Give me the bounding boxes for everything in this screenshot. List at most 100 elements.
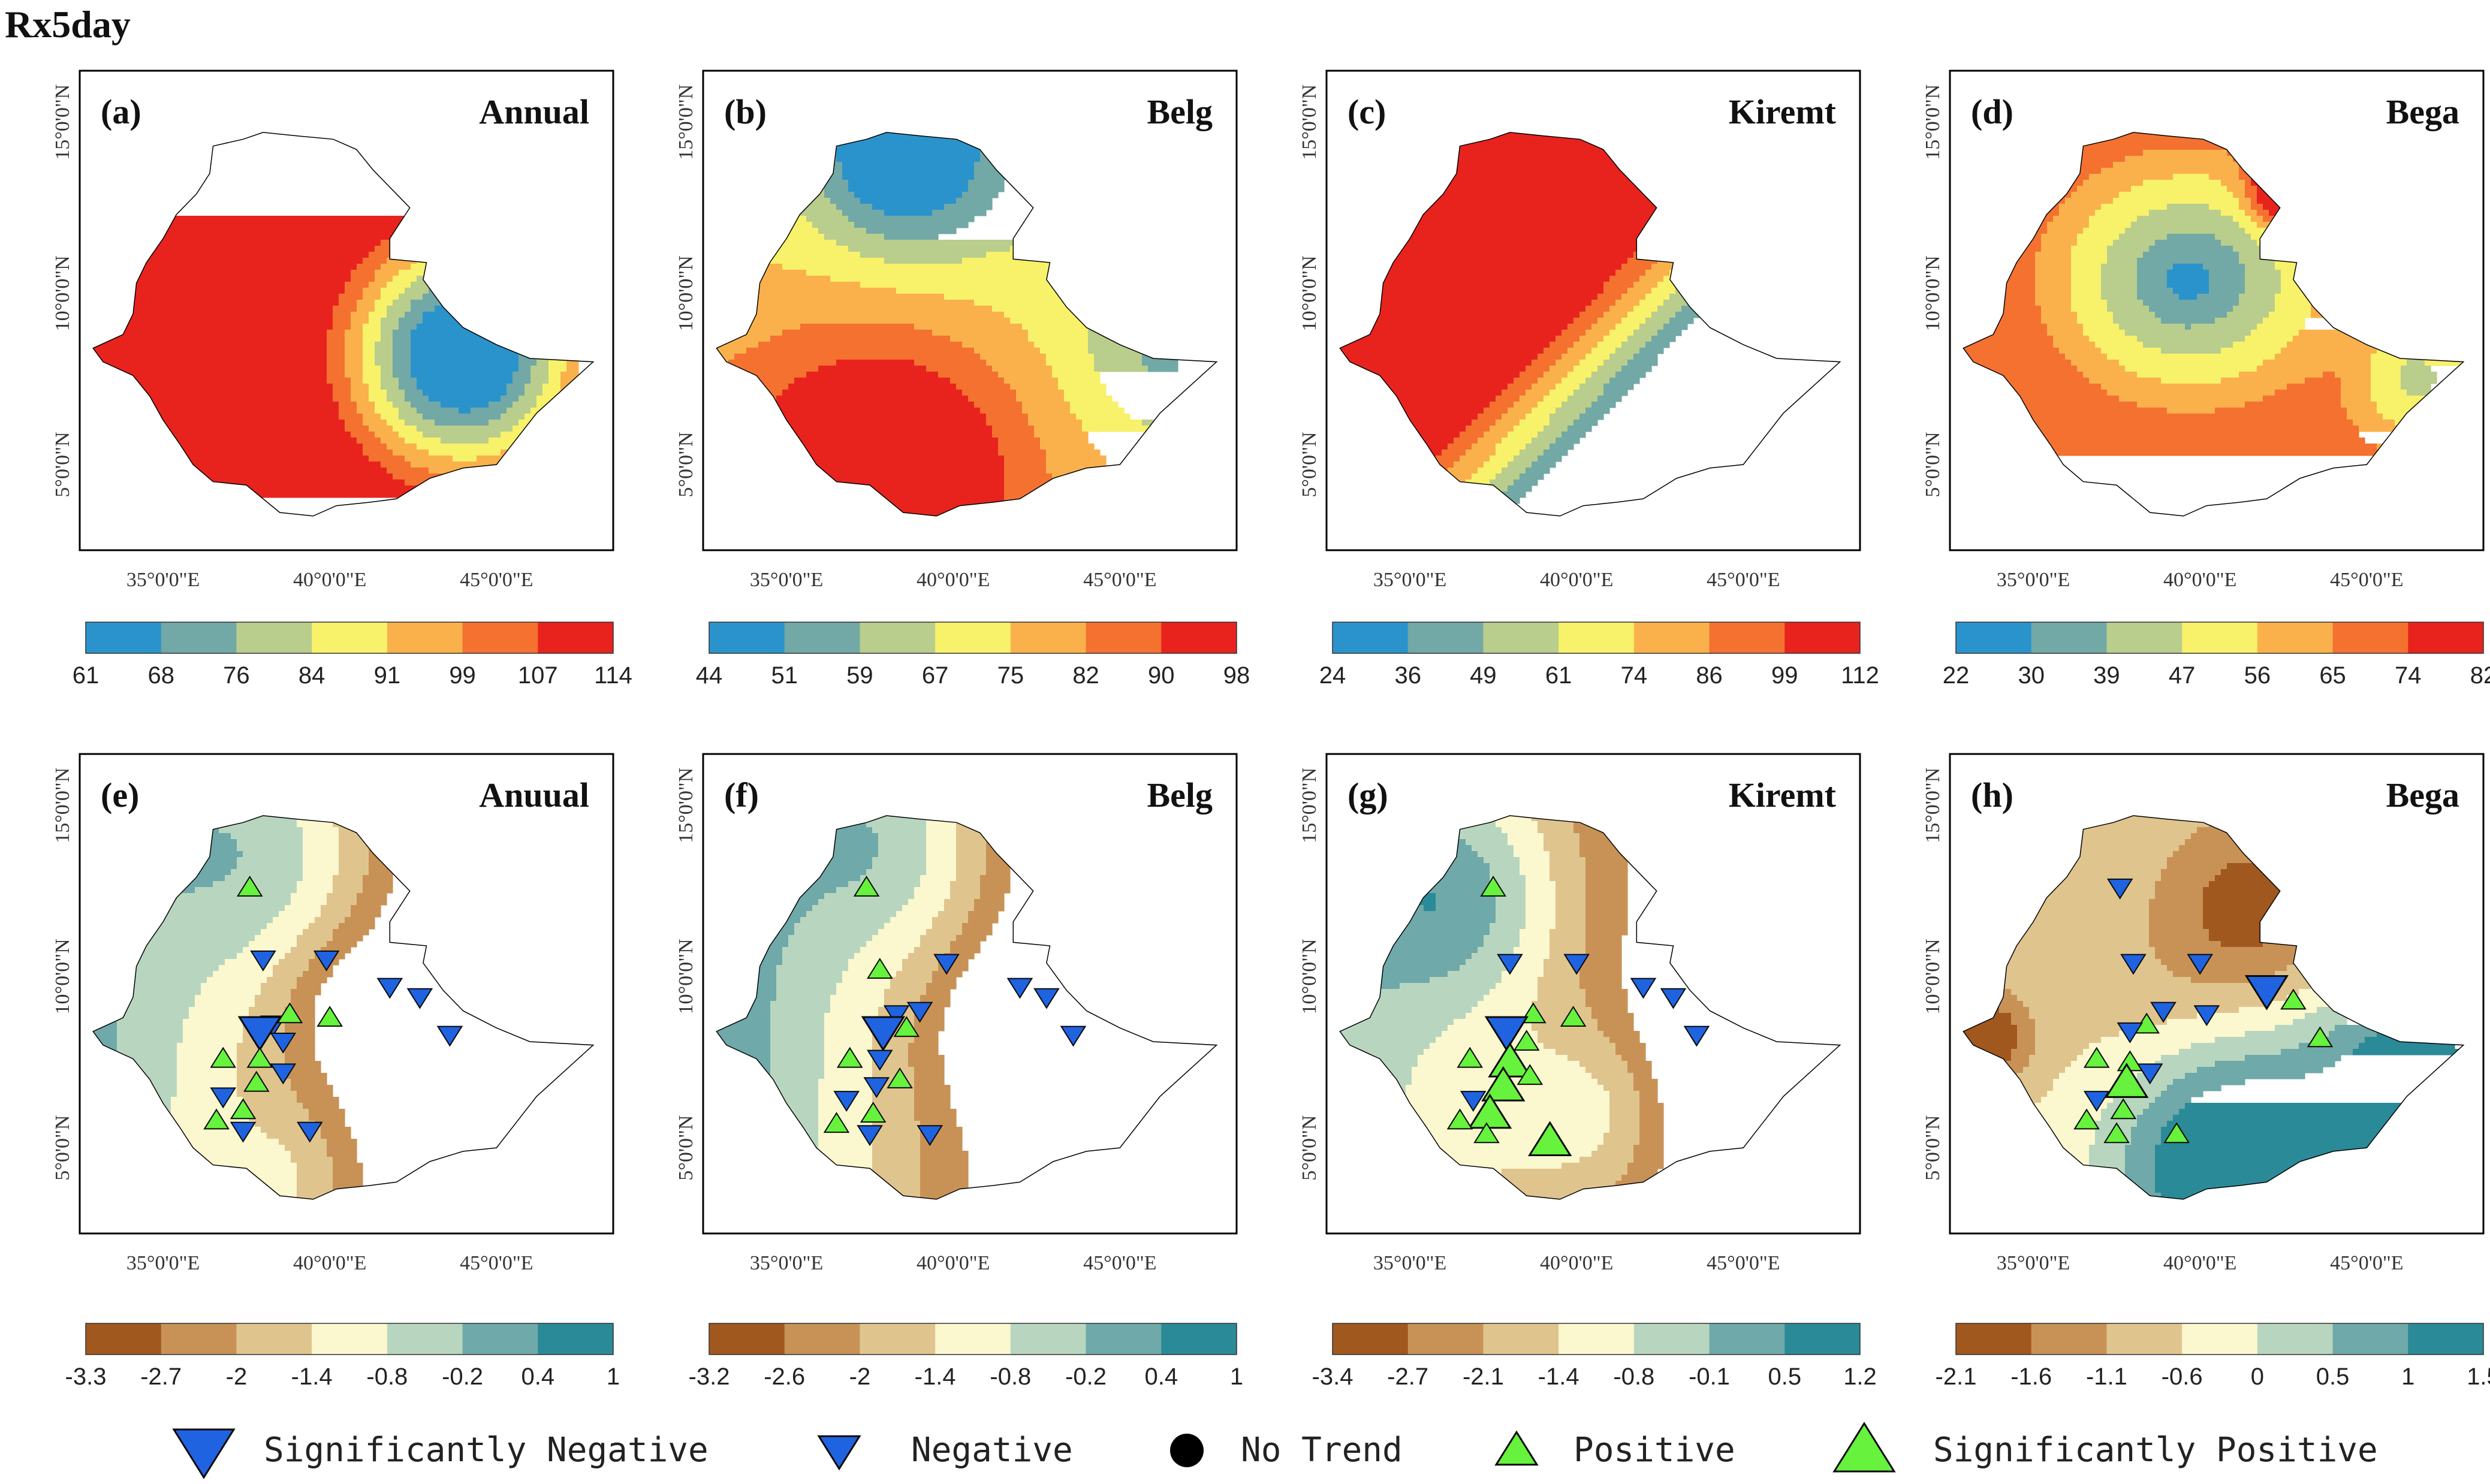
station-marker-neg xyxy=(230,1121,257,1143)
colorbar-tick-label: -0.2 xyxy=(1065,1364,1107,1390)
station-marker-neg xyxy=(2187,954,2213,975)
station-marker-pos xyxy=(1457,1046,1483,1068)
station-marker-pos xyxy=(1446,1108,1473,1130)
station-marker-sig-pos xyxy=(1527,1121,1572,1157)
colorbar-tick-label: 1.2 xyxy=(1843,1364,1877,1390)
colorbar: -3.3 -2.7 -2 -1.4 -0.8 -0.2 0.4 1 xyxy=(65,1323,620,1390)
colorbar-tick-label: 0.4 xyxy=(521,1364,554,1390)
colorbar-tick-label: 114 xyxy=(594,662,632,689)
station-marker-pos xyxy=(2163,1122,2190,1144)
panel-title: Kiremt xyxy=(1729,92,1837,131)
colorbar-swatch xyxy=(1558,622,1635,653)
colorbar-swatch xyxy=(2182,1323,2258,1355)
colorbar-tick-label: 47 xyxy=(2169,662,2196,689)
station-markers xyxy=(823,875,1087,1147)
colorbar-tick-label: 30 xyxy=(2018,662,2045,689)
country-outline xyxy=(716,815,1218,1200)
station-markers xyxy=(1446,875,1710,1157)
colorbar-tick-label: -0.6 xyxy=(2162,1364,2203,1390)
colorbar-tick-label: -2.7 xyxy=(140,1364,182,1390)
station-markers xyxy=(2073,878,2334,1144)
legend-item-none: No Trend xyxy=(1170,1431,1403,1470)
panel-title: Belg xyxy=(1147,92,1213,131)
colorbar: 61 68 76 84 91 99 107 114 xyxy=(73,622,632,689)
country-outline xyxy=(1339,132,1841,517)
station-marker-neg xyxy=(857,1125,883,1147)
colorbar-tick-label: 1 xyxy=(1230,1364,1243,1390)
colorbar-swatch xyxy=(387,1323,463,1355)
map-panel-a: (a) Annual 15°0'0"N 10°0'0"N 5°0'0"N 35°0'0"E… xyxy=(52,70,632,689)
colorbar-swatch xyxy=(1784,1323,1861,1355)
raster-field xyxy=(93,216,591,498)
lon-tick-label: 45°0'0"E xyxy=(1707,569,1780,591)
lat-tick-label: 5°0'0"N xyxy=(675,1115,697,1181)
lon-tick-label: 40°0'0"E xyxy=(917,1252,990,1274)
lon-tick-label: 40°0'0"E xyxy=(917,569,990,591)
colorbar-swatch xyxy=(538,1323,614,1355)
colorbar-tick-label: 1 xyxy=(607,1364,620,1390)
colorbar-tick-label: 61 xyxy=(73,662,100,689)
station-marker-neg xyxy=(406,988,433,1009)
station-marker-neg xyxy=(917,1125,943,1147)
station-marker-pos xyxy=(860,1102,887,1123)
colorbar: 24 36 49 61 74 86 99 112 xyxy=(1319,622,1879,689)
station-marker-neg xyxy=(313,950,340,972)
lat-tick-label: 10°0'0"N xyxy=(1922,255,1944,331)
colorbar-swatch xyxy=(538,622,614,653)
panel-label: (c) xyxy=(1348,92,1386,131)
station-marker-neg xyxy=(1060,1025,1087,1047)
station-marker-pos xyxy=(853,875,880,897)
lat-tick-label: 10°0'0"N xyxy=(675,255,697,331)
lon-tick-label: 35°0'0"E xyxy=(750,1252,823,1274)
panel-title: Bega xyxy=(2386,92,2459,131)
colorbar-tick-label: 99 xyxy=(1771,662,1798,689)
colorbar-swatch xyxy=(2332,1323,2408,1355)
colorbar-tick-label: -3.4 xyxy=(1312,1364,1353,1390)
panel-title: Kiremt xyxy=(1729,776,1837,815)
colorbar-tick-label: 112 xyxy=(1841,662,1879,689)
colorbar-tick-label: 90 xyxy=(1148,662,1175,689)
station-marker-pos xyxy=(243,1070,270,1092)
station-marker-neg xyxy=(2193,1005,2220,1027)
lon-tick-label: 35°0'0"E xyxy=(1373,1252,1446,1274)
colorbar-tick-label: -2 xyxy=(226,1364,248,1390)
colorbar: -3.2 -2.6 -2 -1.4 -0.8 -0.2 0.4 1 xyxy=(689,1323,1243,1390)
lon-tick-label: 40°0'0"E xyxy=(1540,1252,1613,1274)
colorbar-tick-label: 36 xyxy=(1394,662,1421,689)
station-marker-pos xyxy=(1513,1030,1540,1051)
colorbar-swatch xyxy=(1161,1323,1237,1355)
colorbar-tick-label: -0.8 xyxy=(1613,1364,1654,1390)
station-marker-neg xyxy=(270,1033,297,1054)
colorbar-tick-label: -1.4 xyxy=(1538,1364,1579,1390)
colorbar-tick-label: -2 xyxy=(849,1364,871,1390)
panel-title: Bega xyxy=(2386,776,2459,815)
lat-tick-label: 10°0'0"N xyxy=(1298,255,1321,331)
lat-tick-label: 15°0'0"N xyxy=(675,85,697,160)
colorbar: 22 30 39 47 56 65 74 82 xyxy=(1943,622,2490,689)
lat-tick-label: 15°0'0"N xyxy=(52,85,74,160)
colorbar-tick-label: 39 xyxy=(2093,662,2120,689)
station-marker-sig-pos xyxy=(1481,1066,1526,1102)
map-panel-d: (d) Bega 15°0'0"N 10°0'0"N 5°0'0"N 35°0'0"E 40… xyxy=(1922,70,2490,689)
colorbar-swatch xyxy=(2257,1323,2334,1355)
colorbar-tick-label: 51 xyxy=(771,662,798,689)
station-marker-pos xyxy=(316,1006,343,1027)
lon-tick-label: 45°0'0"E xyxy=(2330,569,2403,591)
legend-label: Significantly Negative xyxy=(264,1431,709,1470)
colorbar-tick-label: -2.7 xyxy=(1387,1364,1428,1390)
colorbar-tick-label: 107 xyxy=(518,662,558,689)
lat-tick-label: 10°0'0"N xyxy=(675,939,697,1014)
colorbar: -3.4 -2.7 -2.1 -1.4 -0.8 -0.1 0.5 1.2 xyxy=(1312,1323,1877,1390)
legend-marker-pos xyxy=(1494,1430,1539,1466)
station-marker-pos xyxy=(1473,1122,1500,1144)
colorbar-swatch xyxy=(1333,622,1409,653)
station-marker-neg xyxy=(2083,1091,2110,1112)
station-marker-neg xyxy=(1497,954,1523,975)
panel-grid: (a) Annual15°0'0"N10°0'0"N5°0'0"N35°0'0"E… xyxy=(52,70,2490,1390)
legend-item-sig-pos: Significantly Positive xyxy=(1832,1422,2378,1473)
station-marker-neg xyxy=(2136,1063,2163,1085)
lon-tick-label: 40°0'0"E xyxy=(2163,569,2236,591)
lon-tick-label: 40°0'0"E xyxy=(1540,569,1613,591)
colorbar-tick-label: 0.4 xyxy=(1144,1364,1178,1390)
colorbar-swatch xyxy=(709,622,785,653)
